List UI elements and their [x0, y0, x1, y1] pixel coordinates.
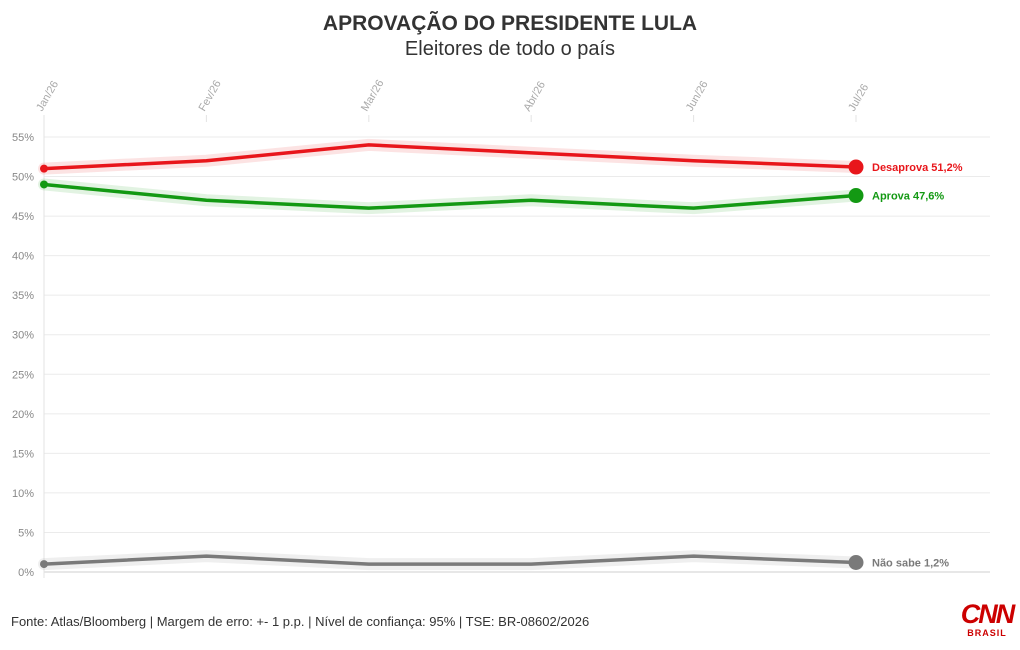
- series-start-point: [40, 560, 48, 569]
- series-end-label: Aprova 47,6%: [872, 191, 944, 203]
- x-axis-ticks: Jan/26 Fev/26 Mar/26 Abr/26 Jun/26 Jul/26: [34, 78, 871, 122]
- series-line: [42, 554, 858, 566]
- series-start-point: [40, 164, 48, 173]
- grid-lines: [43, 115, 990, 578]
- series-line: [42, 182, 858, 210]
- chart-subtitle: Eleitores de todo o país: [404, 38, 616, 60]
- cnn-brasil-logo: CNN BRASIL: [958, 600, 1016, 638]
- y-tick-label: 20%: [12, 409, 34, 421]
- y-tick-label: 25%: [12, 369, 34, 381]
- series-lines: [38, 138, 864, 571]
- series-line: [42, 143, 858, 171]
- y-tick-label: 15%: [12, 448, 34, 460]
- x-tick-label: Jun/26: [684, 79, 711, 114]
- series-end-point: [848, 555, 864, 571]
- y-axis-ticks: 0% 5% 10% 15% 20% 25% 30% 35% 40% 45% 50% 55%: [12, 132, 34, 579]
- chart-title: APROVAÇÃO DO PRESIDENTE LULA: [322, 12, 698, 35]
- x-tick-label: Jul/26: [846, 82, 871, 113]
- x-tick-label: Mar/26: [359, 78, 387, 114]
- y-tick-label: 30%: [12, 330, 34, 342]
- x-tick-label: Fev/26: [197, 78, 224, 113]
- y-tick-label: 5%: [18, 527, 34, 539]
- y-tick-label: 35%: [12, 290, 34, 302]
- x-tick-label: Abr/26: [521, 79, 548, 113]
- series-end-point: [848, 188, 864, 204]
- line-chart: Jan/26 Fev/26 Mar/26 Abr/26 Jun/26 Jul/26 0% 5…: [12, 78, 990, 579]
- source-note: Fonte: Atlas/Bloomberg | Margem de erro:…: [11, 614, 590, 629]
- end-labels: Desaprova 51,2% Aprova 47,6% Não sabe 1,2%: [872, 162, 963, 569]
- series-end-label: Não sabe 1,2%: [872, 558, 949, 570]
- series-start-point: [40, 180, 48, 189]
- y-tick-label: 50%: [12, 172, 34, 184]
- y-tick-label: 55%: [12, 132, 34, 144]
- y-tick-label: 10%: [12, 488, 34, 500]
- series-end-point: [848, 159, 864, 175]
- y-tick-label: 0%: [18, 567, 34, 579]
- logo-main-text: CNN: [960, 599, 1016, 629]
- y-tick-label: 45%: [12, 211, 34, 223]
- y-tick-label: 40%: [12, 251, 34, 263]
- x-tick-label: Jan/26: [34, 79, 61, 114]
- series-end-label: Desaprova 51,2%: [872, 162, 963, 174]
- logo-sub-text: BRASIL: [967, 628, 1007, 638]
